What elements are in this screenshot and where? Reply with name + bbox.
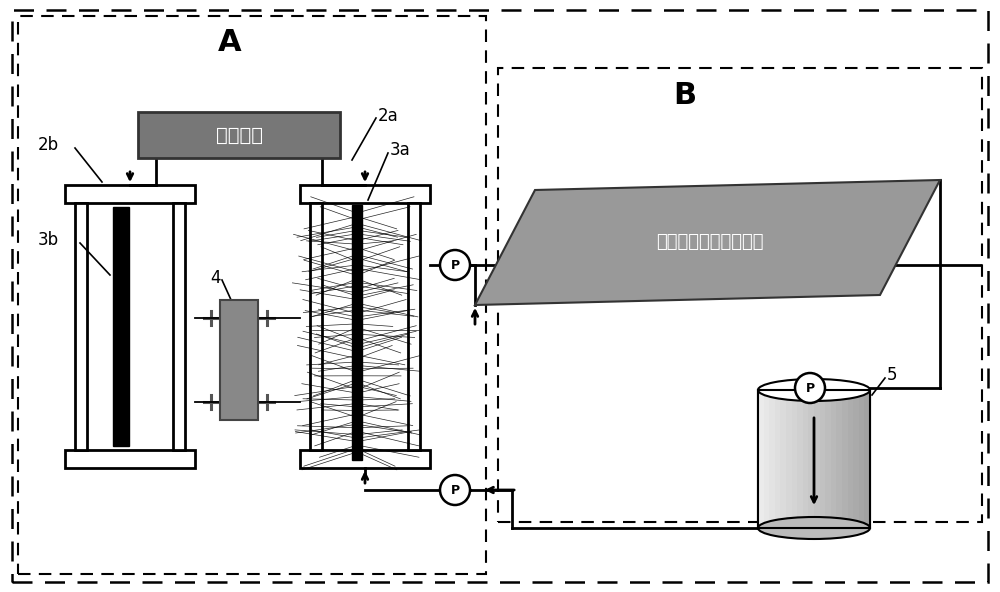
Bar [758,390,870,528]
Text: 4: 4 [210,269,221,287]
Bar [65,185,195,203]
Bar [220,300,258,420]
Bar [814,390,821,528]
Bar [764,390,770,528]
Bar [831,390,837,528]
Bar [173,203,185,450]
Bar [786,390,793,528]
Bar [300,185,430,203]
Circle shape [440,250,470,280]
Text: 电源系统: 电源系统 [216,126,263,144]
Text: 2a: 2a [378,107,399,125]
Circle shape [440,475,470,505]
Bar [825,390,832,528]
Bar [792,390,798,528]
Bar [65,450,195,468]
Bar [797,390,804,528]
Bar [853,390,860,528]
Text: P: P [805,381,815,394]
Bar [498,68,982,522]
Bar [758,390,870,528]
Bar [775,390,781,528]
Text: 镞铅复合污染农田土壤: 镞铅复合污染农田土壤 [656,233,764,251]
Text: 2b: 2b [38,136,59,154]
Bar [138,112,340,158]
Bar [859,390,865,528]
Text: A: A [218,27,242,56]
Circle shape [795,373,825,403]
Text: P: P [450,259,460,272]
Text: 1: 1 [293,133,304,151]
Text: 5: 5 [887,366,897,384]
Text: B: B [673,81,697,110]
Bar [836,390,843,528]
Bar [75,203,87,450]
Bar [780,390,787,528]
Polygon shape [475,180,940,305]
Bar [310,203,322,450]
Bar [803,390,809,528]
Bar [808,390,815,528]
Bar [113,207,129,446]
Ellipse shape [758,517,870,539]
Bar [864,390,871,528]
Text: 3a: 3a [390,141,411,159]
Bar [758,390,765,528]
Text: 3b: 3b [38,231,59,249]
Text: P: P [450,484,460,497]
Bar [820,390,826,528]
Bar [769,390,776,528]
Bar [300,450,430,468]
Bar [408,203,420,450]
Ellipse shape [758,379,870,401]
Bar [18,16,486,574]
Bar [848,390,854,528]
Bar [352,205,362,460]
Bar [842,390,849,528]
